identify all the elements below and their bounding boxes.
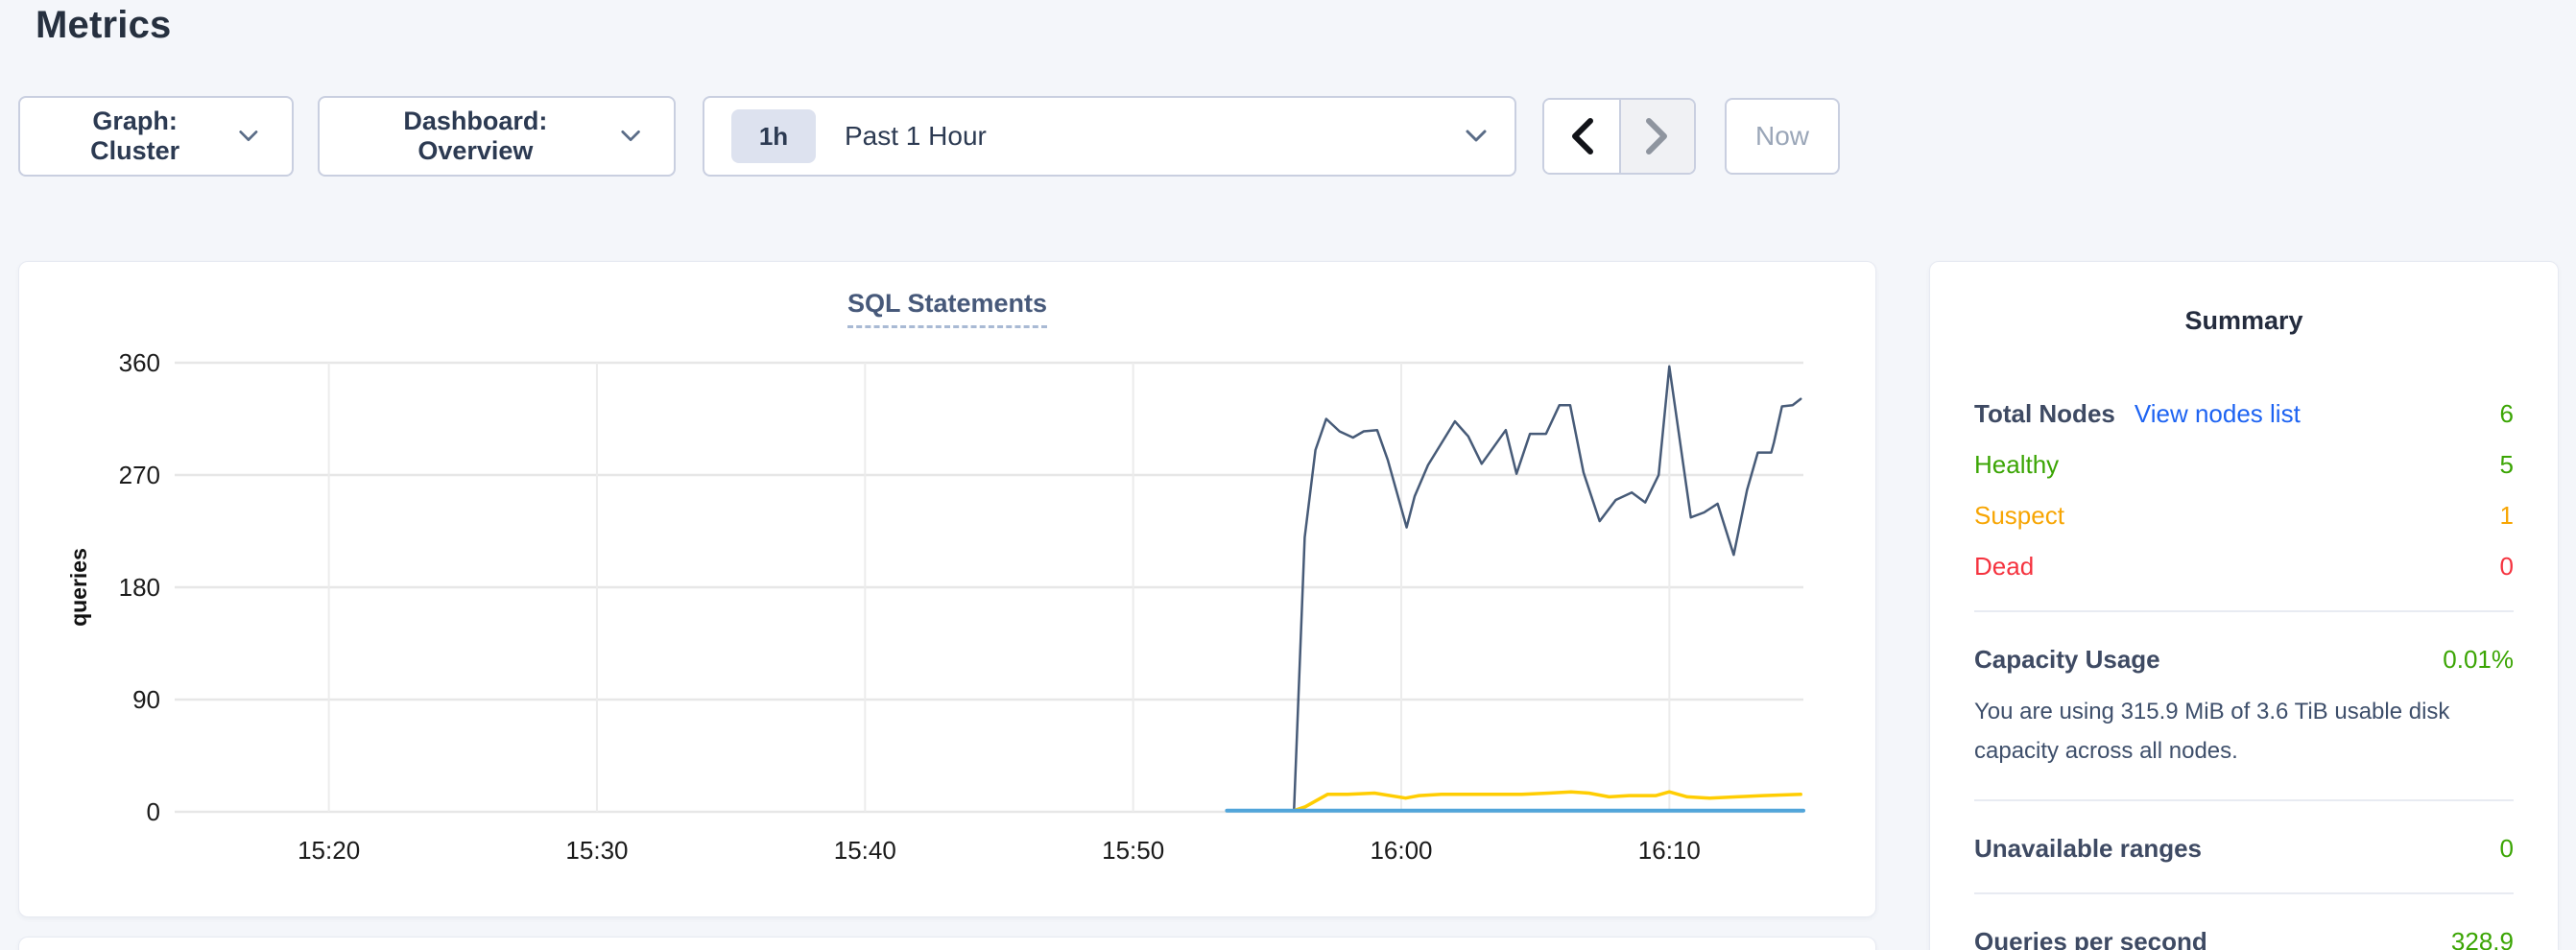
healthy-nodes-value: 5 [2499, 450, 2514, 479]
time-step-button-group [1542, 98, 1696, 175]
view-nodes-list-link[interactable]: View nodes list [2134, 399, 2301, 428]
chevron-down-icon [1466, 130, 1487, 142]
metrics-toolbar: Graph: Cluster Dashboard: Overview 1h Pa… [18, 96, 1840, 177]
queries-per-second-value: 328.9 [2450, 927, 2514, 950]
dead-nodes-label: Dead [1974, 552, 2035, 581]
unavailable-ranges-row: Unavailable ranges 0 [1974, 834, 2514, 864]
summary-title: Summary [2184, 306, 2303, 335]
y-tick-label: 360 [119, 348, 160, 377]
y-tick-label: 270 [119, 461, 160, 489]
chart-series-yellow [1292, 790, 1802, 813]
time-range-label: Past 1 Hour [845, 121, 987, 151]
divider [1974, 799, 2514, 801]
x-tick-label: 15:20 [298, 836, 360, 865]
next-time-button[interactable] [1619, 100, 1694, 173]
divider [1974, 892, 2514, 894]
y-tick-label: 180 [119, 573, 160, 602]
y-axis-title: queries [66, 548, 91, 627]
graph-dropdown-label: Graph: Cluster [90, 107, 180, 165]
capacity-usage-value: 0.01% [2443, 645, 2514, 674]
x-tick-label: 15:30 [565, 836, 628, 865]
sql-statements-chart[interactable]: 0 90 180 270 360 15:20 15:30 15:40 15:50 16:00 16:… [19, 262, 1877, 918]
y-tick-label: 90 [132, 685, 160, 714]
x-tick-label: 16:00 [1370, 836, 1432, 865]
time-range-badge: 1h [731, 109, 816, 163]
capacity-usage-row: Capacity Usage 0.01% [1974, 645, 2514, 675]
chart-title[interactable]: SQL Statements [847, 289, 1048, 328]
page-title: Metrics [36, 4, 172, 46]
queries-per-second-label: Queries per second [1974, 927, 2207, 950]
healthy-nodes-row: Healthy 5 [1974, 450, 2514, 480]
chart-series-navy [1293, 365, 1802, 811]
summary-panel: Summary Total Nodes View nodes list 6 He… [1929, 261, 2559, 950]
dead-nodes-row: Dead 0 [1974, 552, 2514, 582]
chevron-down-icon [239, 131, 258, 141]
unavailable-ranges-value: 0 [2499, 834, 2514, 863]
x-tick-label: 16:10 [1638, 836, 1701, 865]
dashboard-dropdown-label: Dashboard: Overview [403, 107, 548, 165]
unavailable-ranges-label: Unavailable ranges [1974, 834, 2202, 863]
total-nodes-label: Total Nodes [1974, 399, 2115, 428]
capacity-usage-label: Capacity Usage [1974, 645, 2160, 674]
chevron-right-icon [1646, 118, 1667, 154]
time-range-selector[interactable]: 1h Past 1 Hour [703, 96, 1516, 177]
prev-time-button[interactable] [1544, 100, 1619, 173]
capacity-usage-description: You are using 315.9 MiB of 3.6 TiB usabl… [1974, 699, 2450, 764]
next-chart-card [18, 937, 1876, 950]
divider [1974, 610, 2514, 612]
chart-title-container: SQL Statements [19, 289, 1875, 328]
queries-per-second-row: Queries per second 328.9 [1974, 927, 2514, 950]
suspect-nodes-value: 1 [2499, 501, 2514, 530]
graph-dropdown[interactable]: Graph: Cluster [18, 96, 294, 177]
dashboard-dropdown[interactable]: Dashboard: Overview [318, 96, 676, 177]
chevron-left-icon [1572, 118, 1593, 154]
suspect-nodes-label: Suspect [1974, 501, 2064, 530]
sql-statements-chart-card: SQL Statements 0 90 180 270 360 15:20 15:30 15:… [18, 261, 1876, 917]
total-nodes-row: Total Nodes View nodes list 6 [1974, 399, 2514, 429]
now-button[interactable]: Now [1725, 98, 1840, 175]
healthy-nodes-label: Healthy [1974, 450, 2060, 479]
x-tick-label: 15:50 [1102, 836, 1164, 865]
chevron-down-icon [621, 130, 640, 142]
dead-nodes-value: 0 [2499, 552, 2514, 581]
suspect-nodes-row: Suspect 1 [1974, 501, 2514, 531]
x-tick-label: 15:40 [834, 836, 896, 865]
total-nodes-value: 6 [2499, 399, 2514, 428]
y-tick-label: 0 [147, 797, 160, 826]
